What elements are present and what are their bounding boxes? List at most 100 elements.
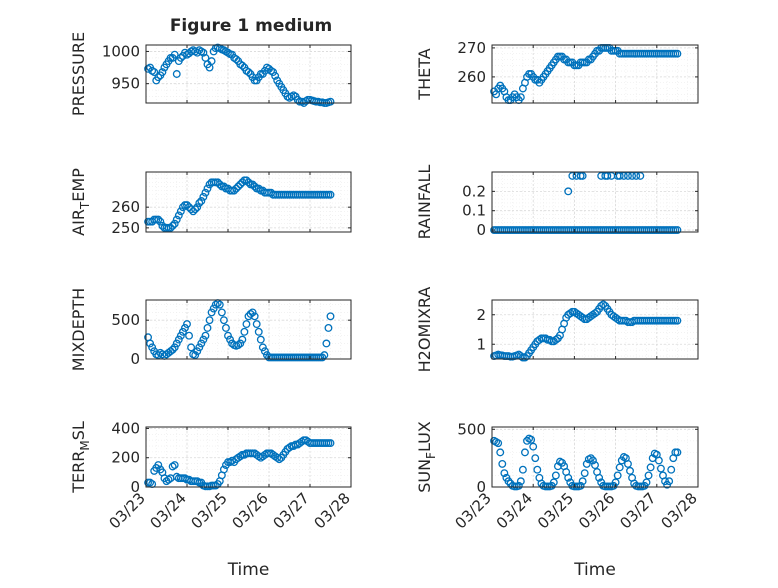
data-point (174, 211, 183, 220)
data-point (673, 316, 682, 325)
data-point (599, 300, 608, 309)
data-point (619, 171, 628, 180)
data-point (516, 477, 525, 486)
data-point (644, 471, 653, 480)
data-point (269, 68, 278, 77)
axes-box (491, 44, 699, 104)
data-point (541, 334, 550, 343)
data-point (232, 55, 241, 64)
data-point (193, 477, 202, 486)
data-point (514, 481, 523, 490)
data-point (256, 335, 265, 344)
data-point (582, 459, 591, 468)
data-point (170, 343, 179, 352)
data-point (226, 335, 234, 344)
y-tick-label: 0.2 (462, 182, 486, 200)
data-point (667, 465, 676, 474)
data-point (496, 448, 505, 457)
data-point (224, 331, 232, 340)
data-point (244, 178, 253, 187)
subplot-mixdepth: 0 500 MIXDEPTH (69, 288, 352, 371)
data-point (654, 456, 663, 465)
data-point (595, 473, 604, 482)
data-point (232, 184, 241, 193)
data-point (172, 70, 181, 78)
data-point (588, 456, 597, 465)
data-point (273, 453, 282, 462)
data-point (228, 456, 237, 465)
data-point (246, 310, 255, 318)
data-point (207, 308, 216, 317)
data-point (213, 178, 222, 187)
subplot-theta: 260 270 THETA (415, 39, 699, 105)
data-point (615, 171, 624, 180)
data-point (628, 171, 637, 180)
data-point (494, 439, 503, 448)
series-terr-msl (144, 436, 335, 491)
data-point (521, 448, 529, 457)
data-point (203, 184, 212, 193)
y-tick-label: 270 (457, 39, 486, 57)
data-point (172, 215, 181, 224)
data-point (516, 93, 525, 102)
data-point (164, 475, 173, 484)
y-tick-label: 0.1 (462, 202, 486, 220)
data-point (632, 171, 641, 180)
y-axis-label: TERRMSL (69, 421, 92, 494)
data-point (613, 471, 622, 480)
data-point (242, 320, 251, 329)
data-point (591, 309, 599, 318)
data-point (250, 182, 259, 191)
data-point (240, 327, 249, 336)
data-point (150, 68, 159, 77)
data-point (646, 463, 655, 472)
data-point (551, 335, 560, 344)
data-point (320, 351, 329, 360)
data-point (242, 176, 251, 185)
series-air-temp (144, 176, 335, 232)
data-point (531, 454, 540, 463)
data-point (568, 171, 577, 180)
data-point (215, 300, 224, 309)
axes-box (491, 299, 699, 360)
y-axis-label: AIRTEMP (69, 168, 92, 236)
y-axis-label: THETA (415, 48, 434, 100)
data-point (603, 171, 612, 180)
data-point (201, 188, 210, 197)
data-point (248, 308, 257, 317)
data-point (518, 465, 527, 474)
data-point (498, 459, 507, 468)
y-tick-label: 950 (111, 75, 140, 93)
data-point (183, 320, 191, 329)
y-tick-label: 0 (476, 221, 486, 239)
subplot-pressure: 950 1000 PRESSURE (69, 32, 352, 116)
y-tick-label: 260 (457, 68, 486, 86)
data-point (170, 461, 179, 469)
data-point (197, 339, 206, 348)
data-point (673, 226, 682, 235)
y-tick-label: 2 (476, 306, 486, 324)
y-tick-label: 260 (111, 198, 140, 216)
data-point (166, 347, 175, 356)
data-point (564, 187, 573, 196)
data-point (527, 435, 536, 444)
data-point (322, 339, 331, 348)
y-axis-label: MIXDEPTH (69, 288, 88, 371)
data-point (656, 464, 665, 473)
data-point (180, 324, 189, 332)
data-point (533, 465, 542, 474)
data-point (201, 331, 210, 340)
data-point (199, 335, 208, 344)
data-point (551, 471, 560, 480)
data-point (580, 469, 589, 478)
data-point (178, 327, 187, 336)
series-mixdepth (144, 299, 335, 362)
data-point (203, 324, 212, 332)
series-rainfall (490, 171, 682, 235)
data-point (191, 205, 200, 214)
data-point (146, 478, 155, 487)
data-point (523, 436, 531, 445)
data-point (271, 71, 280, 80)
y-axis-label: PRESSURE (69, 32, 88, 116)
